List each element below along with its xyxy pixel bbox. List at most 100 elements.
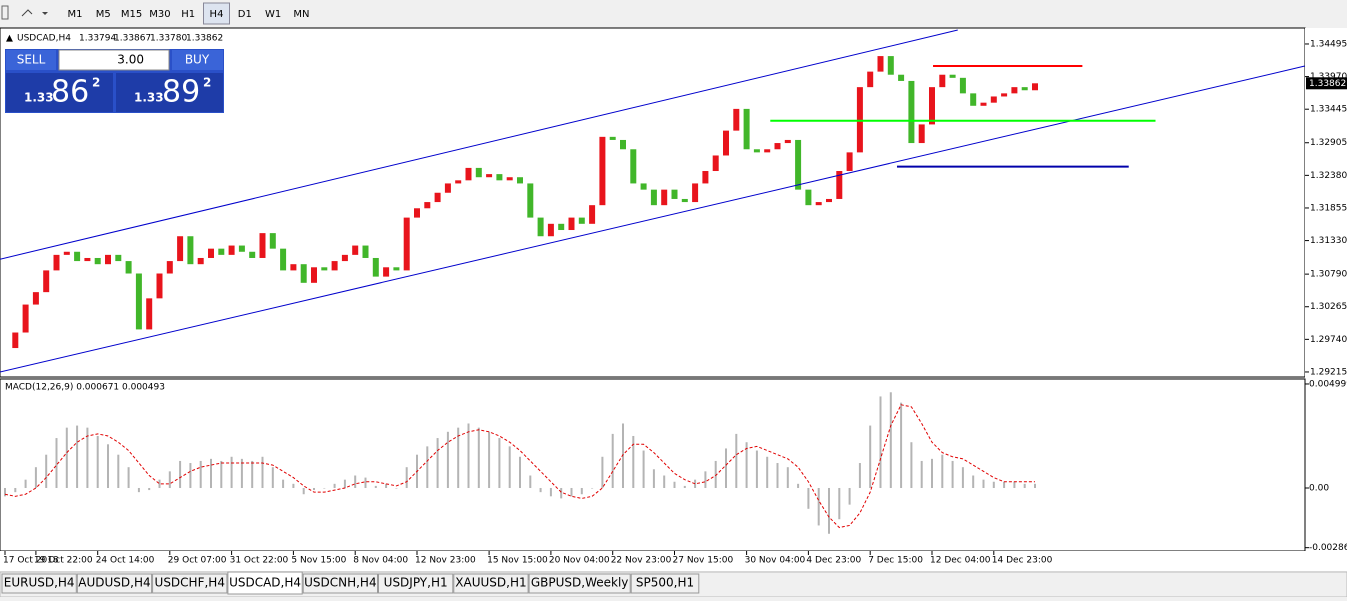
macd-bar [14,487,17,493]
timeframe-label[interactable]: MN [293,9,309,20]
x-tick-label: 30 Nov 04:00 [745,556,806,566]
x-tick-label: 20 Nov 04:00 [549,556,610,566]
macd-bar [446,431,449,488]
lot-input[interactable] [58,49,170,71]
timeframe-button[interactable] [260,3,287,24]
symbol-tab[interactable] [227,571,303,595]
macd-bar [333,483,336,488]
symbol-tab-label[interactable]: USDCNH,H4 [304,576,377,590]
candle [280,248,287,271]
macd-bar [508,446,511,488]
timeframe-label[interactable]: W1 [265,9,281,20]
buy-button[interactable] [172,50,223,70]
macd-bar [282,479,285,488]
symbol-tab-label[interactable]: USDCHF,H4 [155,576,225,590]
candle [846,152,853,172]
time-axis [0,551,1347,571]
candle [311,267,317,283]
symbol-tab[interactable] [453,573,529,594]
candle [321,267,328,271]
symbol-tab[interactable] [302,573,379,594]
candle [331,261,338,271]
candle [898,74,905,81]
symbol-tab-label[interactable]: XAUUSD,H1 [455,576,526,590]
symbol-tab[interactable] [630,573,700,594]
timeframe-label[interactable]: M1 [68,9,83,20]
symbol-tab-label[interactable]: AUDUSD,H4 [78,576,150,590]
toolbar-icons[interactable] [1,5,48,20]
candle [1001,93,1008,97]
sell-button[interactable] [6,50,56,70]
timeframe-label[interactable]: H1 [181,9,195,20]
symbol-tab[interactable] [1,573,77,594]
timeframe-button[interactable] [62,3,88,24]
candle [22,304,29,333]
candle [383,267,390,277]
macd-bar [385,483,388,488]
timeframe-button[interactable] [146,3,173,24]
timeframe-label[interactable]: D1 [238,9,252,20]
macd-bar [230,456,233,488]
candle [372,257,379,277]
candle [671,189,678,199]
candle [63,251,70,255]
candle [908,80,915,144]
candle [795,139,802,190]
macd-bar [632,435,635,488]
symbol-tab[interactable] [378,573,454,594]
lot-value[interactable]: 3.00 [117,53,144,67]
candle [990,96,997,103]
last-price-box [1306,77,1347,90]
candle [506,177,513,181]
symbol-tab[interactable] [76,573,153,594]
x-tick-label: 24 Oct 14:00 [96,556,155,566]
timeframe-label[interactable]: H4 [210,9,224,20]
candle [1011,87,1018,94]
timeframe-button[interactable] [288,3,315,24]
macd-bar [323,487,326,489]
timeframe-label[interactable]: M5 [96,9,111,20]
ask-box[interactable] [116,73,223,112]
symbol-tab-label[interactable]: SP500,H1 [636,576,694,590]
candle [774,143,781,150]
timeframe-label[interactable]: M30 [149,9,170,20]
candle [970,93,977,106]
symbol-tab-label[interactable]: EURUSD,H4 [4,576,75,590]
sell-label[interactable]: SELL [17,53,46,67]
symbol-tab-label[interactable]: USDCAD,H4 [229,576,301,590]
macd-bar [725,448,727,488]
macd-bar [539,487,542,493]
candle [444,183,451,193]
macd-bar [107,444,109,488]
macd-bar [343,479,346,488]
candle [125,261,132,274]
timeframe-button[interactable] [118,3,145,24]
last-price-label: 1.33862 [1309,79,1346,89]
macd-bar [436,438,439,488]
candle [743,108,750,150]
buy-label[interactable]: BUY [185,53,210,67]
symbol-tab[interactable] [152,573,228,594]
symbol-tab[interactable] [528,573,631,594]
symbol-tab-label[interactable]: USDJPY,H1 [384,576,448,590]
chart-symbol: USDCAD,H4 [17,34,71,44]
x-tick-label: 5 Nov 15:00 [291,556,346,566]
timeframe-button[interactable] [231,3,258,24]
macd-bar [395,487,398,489]
macd-bar [86,427,89,488]
candle [630,149,637,184]
macd-bar [869,425,872,488]
macd-bar [766,456,769,488]
macd-bar [704,471,707,488]
candle [43,270,50,293]
timeframe-label[interactable]: M15 [121,9,142,20]
candle [434,192,441,203]
timeframe-button[interactable] [203,2,230,25]
timeframe-button[interactable] [175,3,202,24]
bid-box[interactable] [6,73,113,112]
chart-header-arrow: ▲ [6,34,13,44]
timeframe-button[interactable] [90,3,117,24]
symbol-tab-label[interactable]: GBPUSD,Weekly [531,576,629,590]
macd-bar [292,483,295,488]
